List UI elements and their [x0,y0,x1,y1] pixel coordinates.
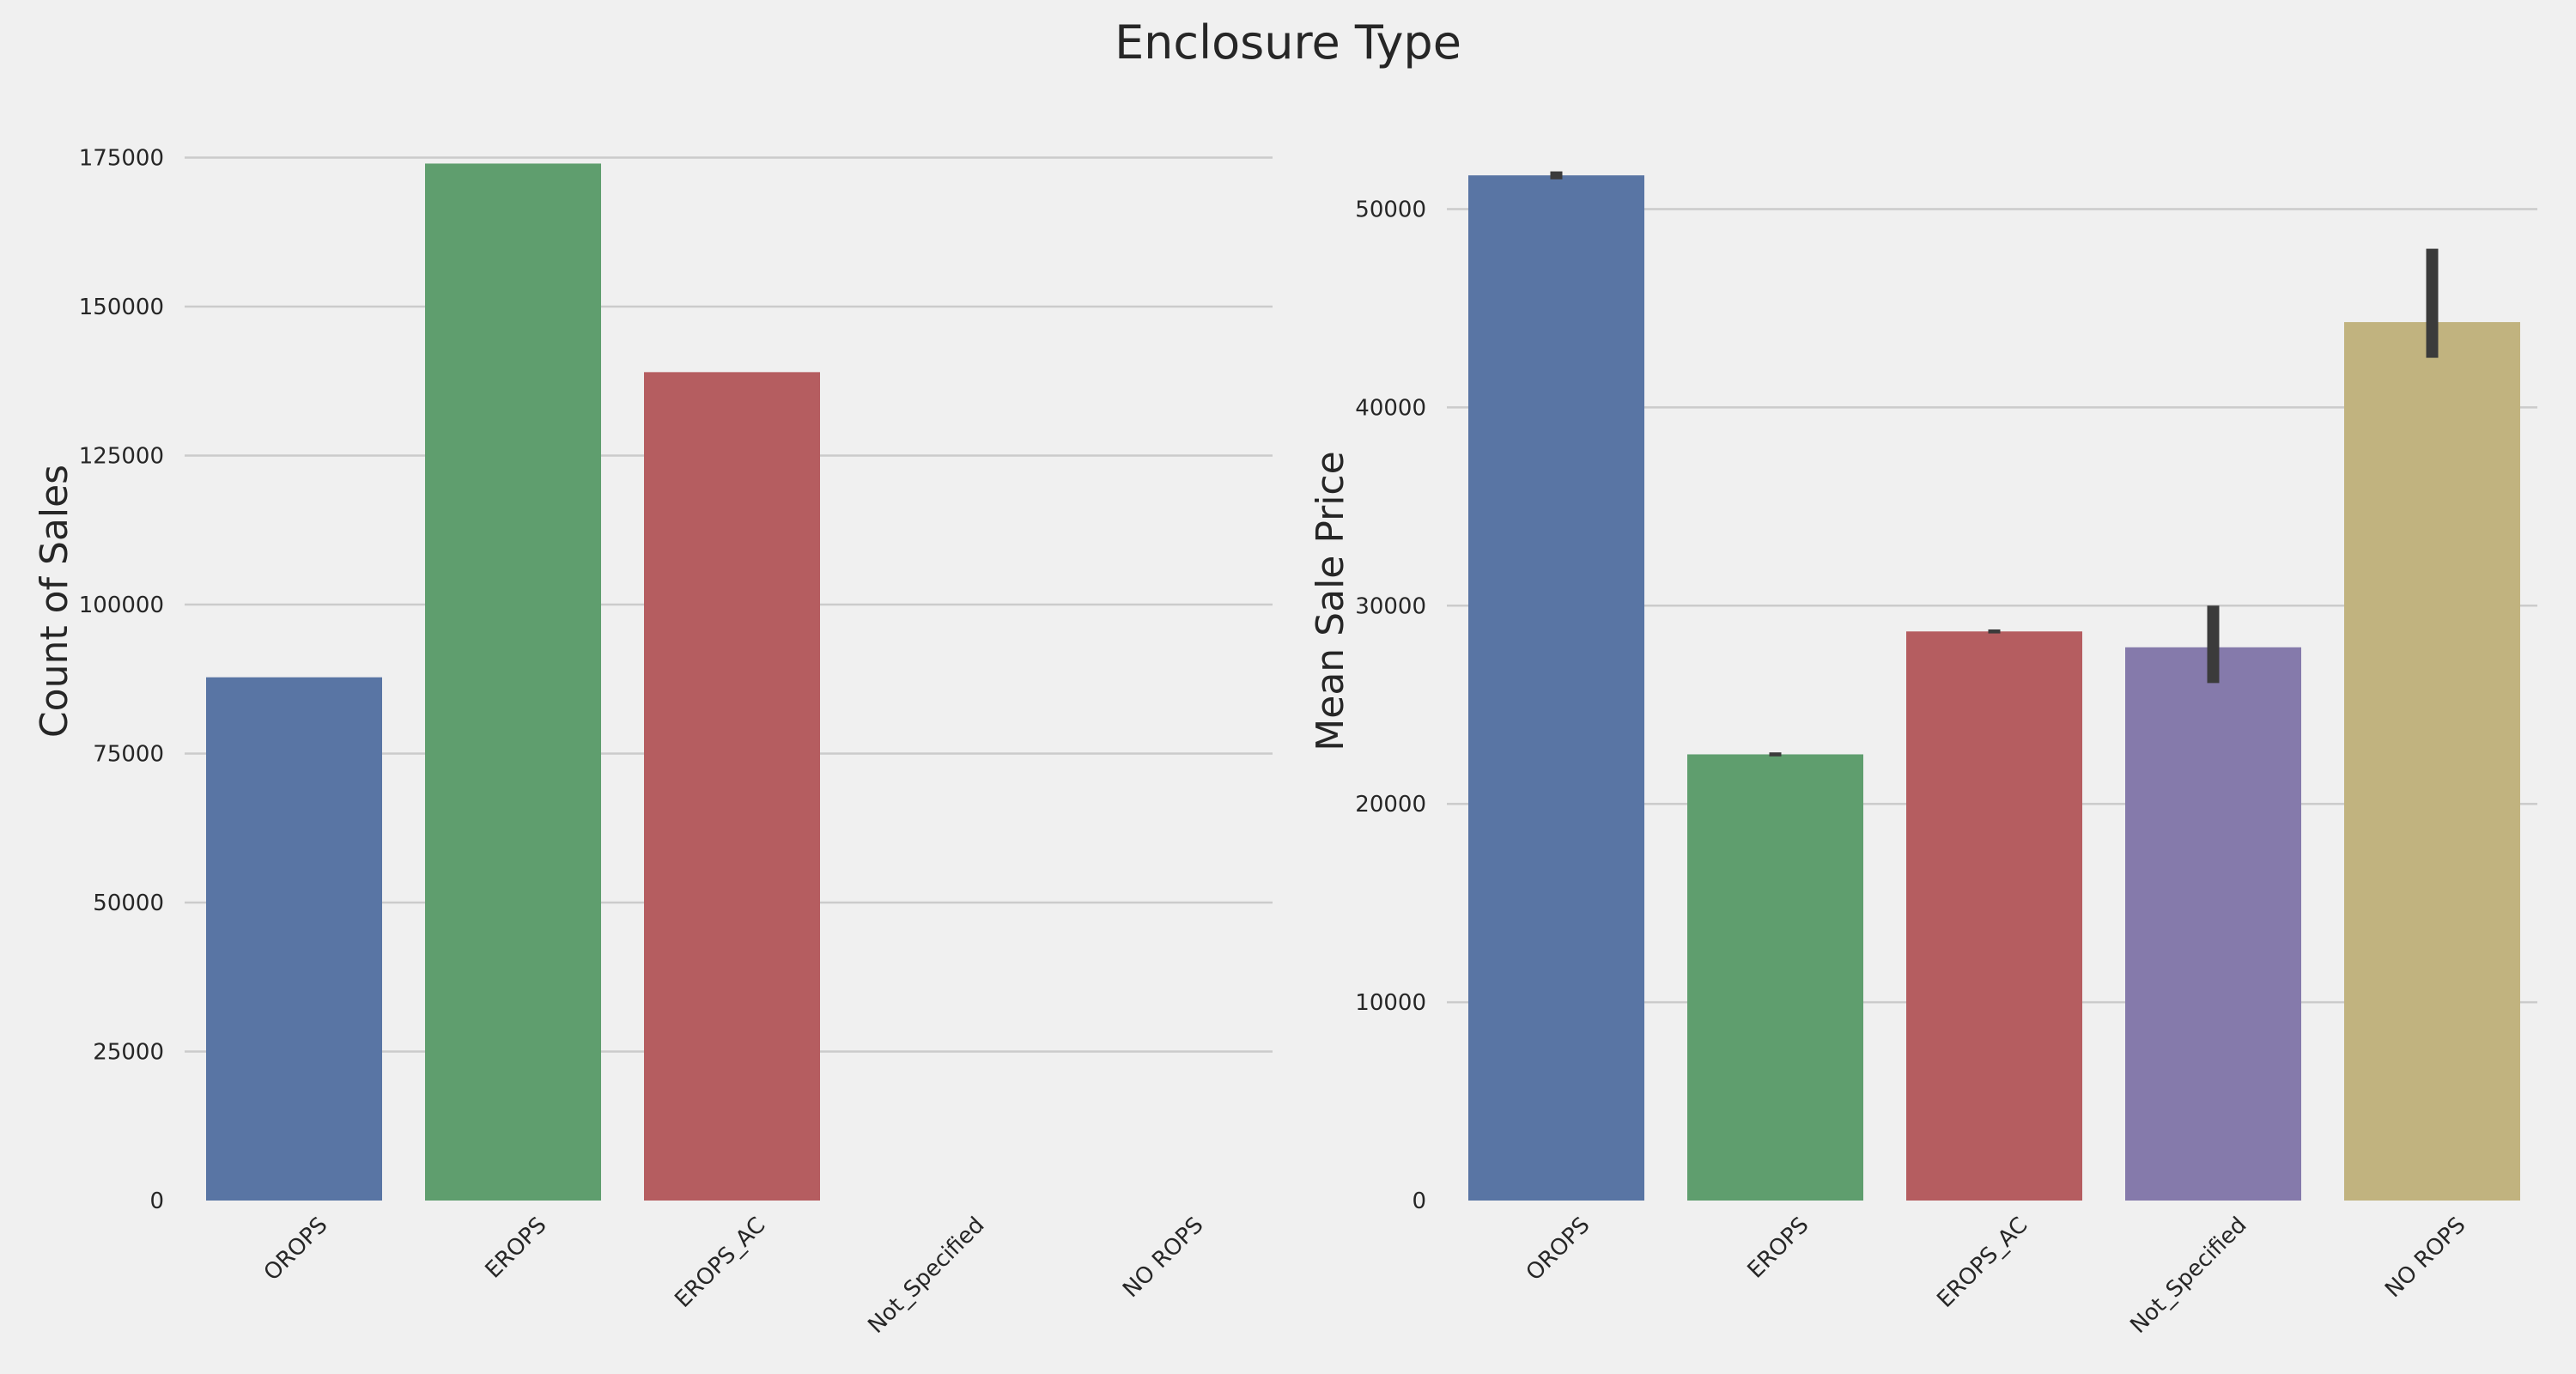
left-y-tick-label: 100000 [79,593,164,618]
bar-no-rops [2344,322,2520,1201]
left-y-tick-label: 175000 [79,146,164,172]
right-bars [1468,175,2520,1201]
right-y-tick-label: 20000 [1355,792,1426,818]
bar-orops [206,677,382,1201]
left-y-tick-label: 0 [149,1189,164,1214]
right-y-tick-labels: 0 10000 20000 30000 40000 50000 [1355,197,1426,1214]
left-y-tick-label: 150000 [79,295,164,320]
right-y-tick-label: 10000 [1355,990,1426,1016]
left-y-tick-label: 75000 [93,742,164,768]
right-y-tick-label: 50000 [1355,197,1426,222]
bar-erops-ac [1906,631,2082,1201]
left-y-tick-label: 25000 [93,1040,164,1066]
right-y-tick-label: 30000 [1355,593,1426,619]
left-y-tick-label: 50000 [93,891,164,916]
left-y-axis-label: Count of Sales [33,465,76,738]
bar-erops [425,163,601,1201]
right-error-bars [1550,171,2439,757]
right-y-axis-label: Mean Sale Price [1309,451,1352,751]
figure-title: Enclosure Type [1115,15,1461,70]
right-y-tick-label: 0 [1412,1189,1426,1214]
left-y-tick-label: 125000 [79,444,164,470]
bar-orops [1468,175,1644,1201]
bar-erops-ac [644,372,820,1201]
left-bars [206,163,820,1201]
right-y-tick-label: 40000 [1355,395,1426,421]
left-y-tick-labels: 0 25000 50000 75000 100000 125000 150000 175000 [79,146,164,1214]
bar-erops [1687,754,1863,1201]
bar-not-specified [2125,647,2301,1201]
left-chart-panel: 0 25000 50000 75000 100000 125000 150000 175000… [33,146,1273,1339]
